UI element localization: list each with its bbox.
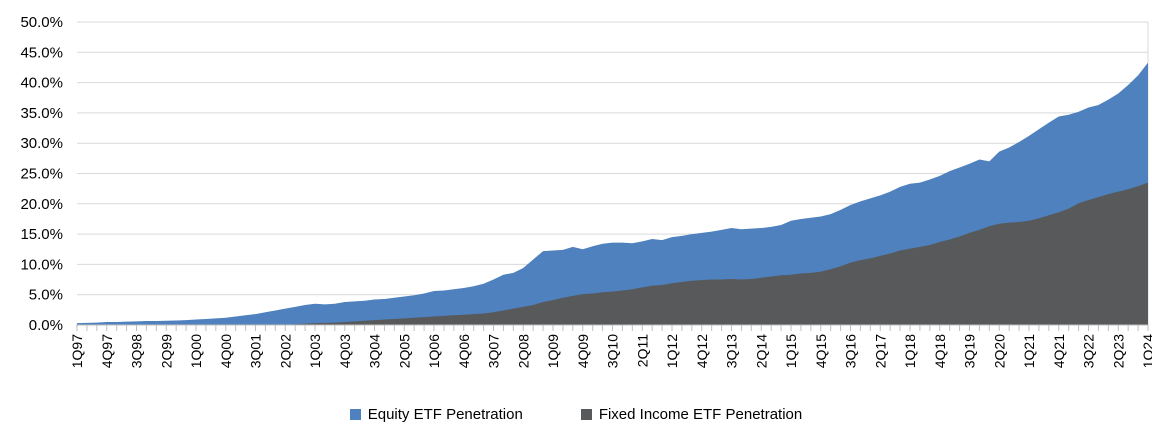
x-axis-label: 2Q17 [872,334,888,368]
x-axis-label: 4Q00 [218,334,234,368]
y-axis-label: 35.0% [20,105,63,122]
x-axis-label: 3Q19 [962,334,978,368]
x-axis-label: 4Q15 [813,334,829,368]
x-axis-label: 1Q09 [545,334,561,368]
y-axis-label: 25.0% [20,166,63,183]
legend-item-fixed-income: Fixed Income ETF Penetration [580,405,803,423]
fixed-income-area-series [77,182,1148,325]
x-axis-label: 3Q16 [843,334,859,368]
x-axis-label: 4Q09 [575,334,591,368]
x-axis-label: 4Q06 [456,334,472,368]
legend-label-equity: Equity ETF Penetration [367,405,523,423]
y-axis-label: 45.0% [20,44,63,61]
chart-canvas: 0.0% 5.0% 10.0% 15.0% 20.0% 25.0% 30.0% 35.0% 40… [20,14,1152,368]
y-axis-label: 50.0% [20,14,63,31]
x-axis-label: 2Q99 [158,334,174,368]
x-axis-label: 3Q22 [1081,334,1097,368]
x-axis-label: 1Q15 [783,334,799,368]
x-axis-label: 1Q18 [902,334,918,368]
x-axis-label: 2Q05 [396,334,412,368]
x-axis-label: 4Q18 [932,334,948,368]
equity-swatch-icon [349,408,361,420]
x-axis-label: 3Q07 [486,334,502,368]
x-axis-label: 1Q21 [1021,334,1037,368]
fixed-income-swatch-icon [580,408,592,420]
x-axis-label: 4Q12 [694,334,710,368]
x-axis-label: 2Q14 [753,334,769,368]
x-axis-label: 1Q03 [307,334,323,368]
x-axis-label: 4Q03 [337,334,353,368]
x-axis-label: 4Q97 [99,334,115,368]
y-axis-label: 40.0% [20,75,63,92]
x-axis-label: 2Q08 [515,334,531,368]
y-axis-label: 20.0% [20,196,63,213]
y-axis-label: 10.0% [20,256,63,273]
y-axis-label: 5.0% [29,287,63,304]
x-axis-label: 2Q23 [1110,334,1126,368]
x-axis-label: 2Q02 [277,334,293,368]
legend-item-equity: Equity ETF Penetration [349,405,523,423]
x-axis-label: 4Q21 [1051,334,1067,368]
x-axis-label: 3Q04 [367,334,383,368]
x-axis-label: 2Q11 [634,334,650,367]
x-axis-label: 3Q13 [724,334,740,368]
etf-penetration-chart: 0.0% 5.0% 10.0% 15.0% 20.0% 25.0% 30.0% 35.0% 40… [20,14,1152,368]
y-axis-label: 30.0% [20,135,63,152]
x-axis-label: 1Q12 [664,334,680,368]
x-axis-label: 1Q06 [426,334,442,368]
x-axis-label: 2Q20 [991,334,1007,368]
x-axis-label: 3Q01 [248,334,264,368]
x-axis-label: 1Q97 [69,334,85,368]
x-axis-label: 1Q24 [1140,334,1152,368]
chart-legend: Equity ETF Penetration Fixed Income ETF … [0,401,1152,427]
x-axis-label: 1Q00 [188,334,204,368]
x-axis-label: 3Q98 [129,334,145,368]
x-axis-label: 3Q10 [605,334,621,368]
y-axis-label: 15.0% [20,226,63,243]
legend-label-fixed-income: Fixed Income ETF Penetration [598,405,803,423]
y-axis-label: 0.0% [29,317,63,334]
